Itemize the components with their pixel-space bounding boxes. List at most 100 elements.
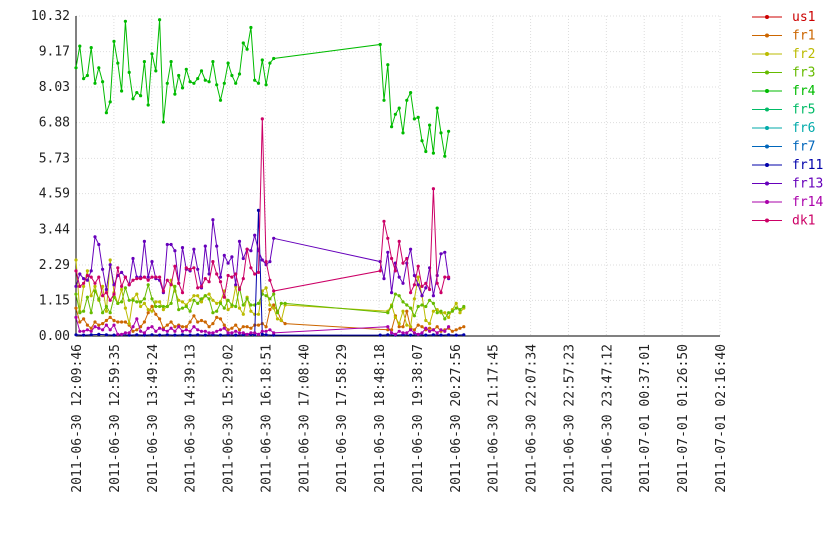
data-point-fr4: [253, 78, 257, 82]
data-point-fr4: [101, 80, 105, 84]
data-point-fr4: [397, 106, 401, 110]
data-point-fr14: [218, 328, 223, 332]
data-point-fr11: [447, 333, 451, 337]
legend-swatch-point: [765, 144, 769, 149]
data-point-fr11: [234, 333, 238, 337]
data-point-fr3: [199, 297, 204, 301]
data-point-fr2: [85, 269, 89, 273]
data-point-fr13: [85, 278, 89, 282]
data-point-dk1: [378, 269, 382, 273]
data-point-fr11: [180, 333, 185, 337]
legend-label: dk1: [792, 214, 815, 229]
data-point-fr3: [123, 286, 127, 290]
data-point-fr1: [97, 323, 101, 327]
legend-swatch-point: [765, 126, 769, 130]
data-point-fr13: [120, 270, 124, 274]
series-dk1: [74, 117, 451, 302]
data-point-fr3: [150, 297, 154, 301]
data-point-fr2: [158, 300, 162, 304]
data-point-fr1: [89, 326, 93, 330]
data-point-fr3: [158, 304, 162, 309]
data-point-fr4: [443, 154, 447, 158]
data-point-dk1: [108, 298, 112, 302]
data-point-fr1: [203, 320, 207, 324]
data-point-fr2: [249, 309, 253, 313]
data-point-fr1: [462, 325, 466, 329]
data-point-fr4: [428, 123, 432, 127]
data-point-fr4: [237, 72, 242, 76]
data-point-fr14: [131, 325, 135, 329]
data-point-fr3: [401, 300, 405, 304]
data-point-dk1: [120, 284, 124, 288]
data-point-fr4: [123, 19, 127, 23]
data-point-dk1: [264, 260, 268, 264]
data-point-dk1: [390, 256, 394, 261]
data-point-fr13: [386, 250, 390, 254]
data-point-fr3: [169, 301, 173, 305]
series-line-fr14: [75, 317, 449, 335]
data-point-fr4: [85, 73, 89, 78]
data-point-dk1: [123, 275, 127, 279]
data-point-fr14: [180, 329, 185, 333]
data-point-fr14: [249, 331, 253, 335]
data-point-fr14: [74, 315, 78, 319]
data-point-fr3: [405, 303, 409, 307]
data-point-fr2: [188, 298, 192, 302]
data-point-fr3: [203, 294, 207, 298]
data-point-fr2: [458, 311, 462, 315]
legend-label: fr11: [792, 158, 823, 173]
x-tick-label: 2011-06-30 16:18:51: [259, 344, 274, 493]
data-point-fr1: [215, 315, 219, 319]
data-point-fr11: [74, 333, 78, 337]
data-point-fr4: [241, 41, 245, 45]
data-point-fr1: [192, 314, 196, 318]
data-point-dk1: [245, 247, 249, 251]
legend-item-fr2: fr2: [752, 47, 815, 62]
data-point-fr1: [188, 320, 192, 324]
data-point-dk1: [393, 269, 397, 273]
data-point-fr13: [78, 272, 82, 276]
data-point-fr13: [249, 249, 253, 253]
data-point-fr14: [93, 325, 97, 329]
data-point-fr4: [390, 125, 394, 129]
data-point-fr14: [435, 331, 439, 335]
data-point-fr2: [260, 289, 264, 293]
data-point-fr4: [177, 73, 181, 78]
legend-item-fr3: fr3: [752, 66, 815, 81]
data-point-fr14: [150, 325, 154, 329]
data-point-fr2: [215, 301, 219, 305]
data-point-fr14: [237, 331, 242, 335]
data-point-fr4: [245, 47, 249, 51]
data-point-fr4: [135, 91, 139, 95]
data-point-dk1: [435, 281, 439, 285]
data-point-dk1: [93, 281, 97, 285]
data-point-fr2: [89, 294, 93, 298]
x-tick-label: 2011-06-30 17:58:29: [335, 344, 350, 493]
data-point-fr11: [386, 333, 390, 337]
data-point-fr11: [272, 333, 276, 337]
data-point-fr4: [196, 77, 200, 81]
legend-swatch-point: [765, 89, 769, 93]
data-point-dk1: [112, 292, 116, 296]
data-point-fr13: [412, 273, 416, 278]
data-point-fr11: [104, 333, 108, 337]
data-point-fr13: [211, 218, 215, 222]
data-point-fr14: [245, 332, 249, 336]
data-point-fr1: [218, 317, 223, 321]
data-point-fr4: [382, 98, 386, 102]
data-point-fr3: [245, 297, 249, 301]
legend-item-us1: us1: [752, 10, 815, 25]
data-point-fr4: [264, 83, 268, 87]
data-point-fr3: [135, 300, 139, 304]
data-point-fr3: [279, 301, 283, 305]
data-point-fr1: [416, 323, 420, 327]
data-point-fr13: [272, 236, 276, 240]
data-point-fr2: [275, 317, 280, 321]
legend-label: fr7: [792, 140, 815, 155]
data-point-fr4: [256, 81, 261, 85]
data-point-fr13: [390, 291, 394, 295]
data-point-fr2: [127, 322, 131, 326]
data-point-fr4: [249, 25, 253, 30]
data-point-fr1: [283, 322, 287, 326]
data-point-dk1: [177, 281, 181, 285]
